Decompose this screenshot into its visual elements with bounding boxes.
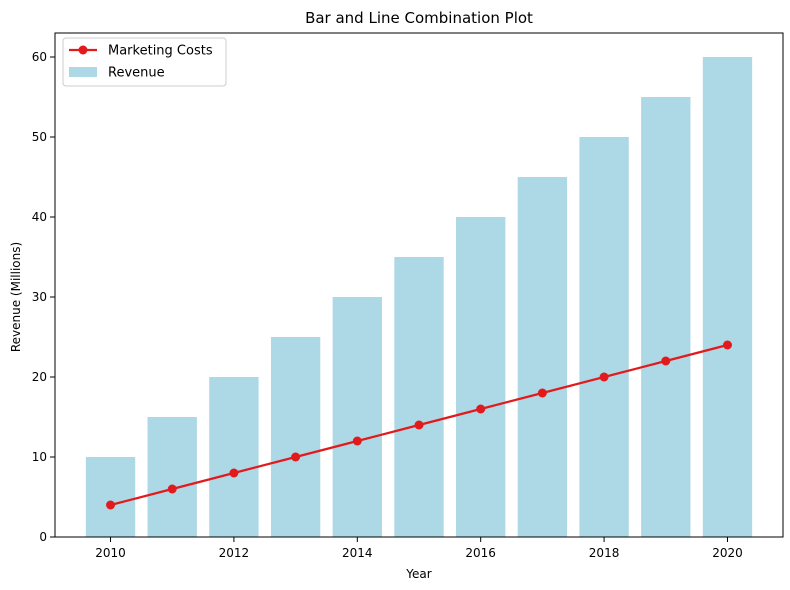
x-tick-label: 2016: [465, 546, 496, 560]
revenue-bar: [147, 417, 197, 537]
plot-frame: [54, 32, 784, 538]
marketing-costs-point: [599, 372, 609, 382]
y-tick-label: 10: [32, 450, 47, 464]
y-axis-label: Revenue (Millions): [9, 242, 23, 352]
legend-label-revenue: Revenue: [108, 66, 165, 81]
y-axis: 0 10 20 30 40 50 60: [32, 50, 55, 544]
marketing-costs-point: [414, 420, 424, 430]
line-layer: [106, 340, 732, 510]
x-tick-label: 2020: [712, 546, 743, 560]
revenue-bar: [85, 457, 136, 537]
chart-title: Bar and Line Combination Plot: [305, 9, 533, 27]
revenue-bar: [394, 257, 444, 537]
bars-layer: [85, 57, 753, 537]
y-tick-label: 50: [32, 130, 47, 144]
legend-line-marker: [78, 45, 88, 55]
x-axis-label: Year: [405, 567, 431, 581]
marketing-costs-point: [722, 340, 732, 350]
legend-box: [62, 37, 227, 87]
legend: Marketing Costs Revenue: [62, 37, 227, 87]
marketing-costs-point: [167, 484, 177, 494]
revenue-bar: [209, 377, 259, 537]
y-tick-label: 40: [32, 210, 47, 224]
x-tick-label: 2012: [219, 546, 250, 560]
marketing-costs-point: [661, 356, 671, 366]
legend-bar-swatch: [69, 67, 97, 77]
revenue-bar: [332, 297, 382, 537]
x-tick-label: 2018: [589, 546, 620, 560]
legend-label-marketing-costs: Marketing Costs: [108, 44, 213, 59]
revenue-bar: [456, 217, 506, 537]
x-axis: 2010 2012 2014 2016 2018 2020: [95, 537, 743, 560]
revenue-bar: [579, 137, 629, 537]
y-tick-label: 20: [32, 370, 47, 384]
marketing-costs-point: [352, 436, 362, 446]
marketing-costs-point: [291, 452, 301, 462]
y-tick-label: 60: [32, 50, 47, 64]
revenue-bar: [641, 97, 691, 537]
marketing-costs-point: [229, 468, 239, 478]
marketing-costs-point: [106, 500, 116, 510]
y-tick-label: 0: [39, 530, 47, 544]
x-tick-label: 2014: [342, 546, 373, 560]
revenue-bar: [517, 177, 568, 537]
marketing-costs-point: [476, 404, 486, 414]
revenue-bar: [270, 337, 321, 537]
marketing-costs-point: [537, 388, 547, 398]
y-tick-label: 30: [32, 290, 47, 304]
revenue-bar: [702, 57, 753, 537]
x-tick-label: 2010: [95, 546, 126, 560]
